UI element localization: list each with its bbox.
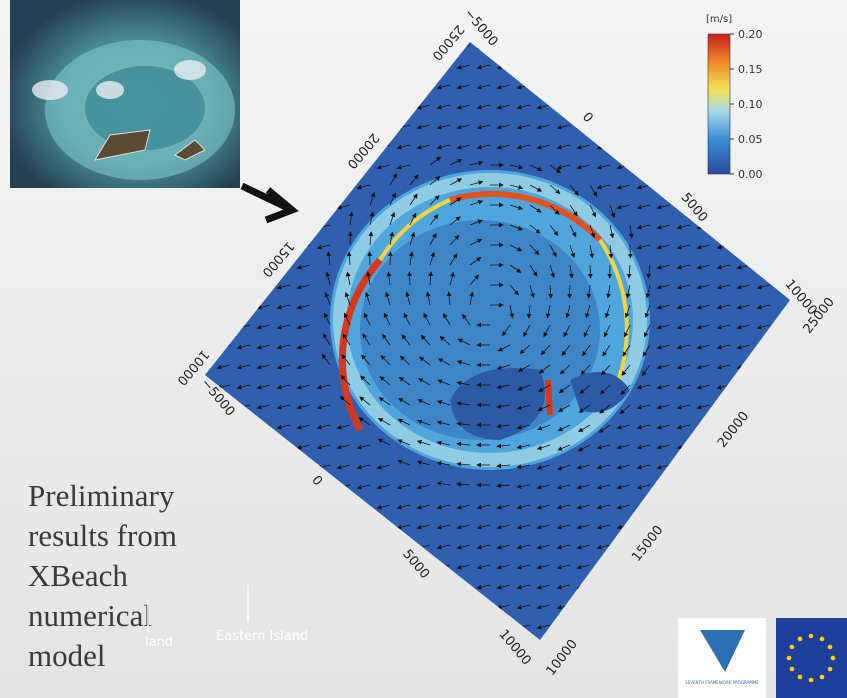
star bbox=[820, 637, 825, 642]
star bbox=[809, 678, 814, 683]
colorbar-tick-label: 0.10 bbox=[738, 98, 763, 111]
caption-line: numerical bbox=[28, 598, 152, 633]
star bbox=[828, 667, 833, 672]
colorbar-tick-label: 0.00 bbox=[738, 168, 763, 181]
logo-text: SEVENTH FRAMEWORK PROGRAMME bbox=[685, 680, 759, 685]
star bbox=[828, 645, 833, 650]
caption-line: Preliminary bbox=[28, 478, 175, 513]
eu-flag bbox=[776, 618, 847, 698]
colorbar-unit: [m/s] bbox=[706, 14, 732, 25]
arrow bbox=[590, 265, 591, 278]
star bbox=[798, 637, 803, 642]
colorbar-tick-label: 0.05 bbox=[738, 133, 763, 146]
colorbar-tick-label: 0.20 bbox=[738, 28, 763, 41]
star bbox=[798, 675, 803, 680]
star bbox=[809, 634, 814, 639]
caption-line: model bbox=[28, 638, 106, 673]
island-label: Eastern Island bbox=[216, 629, 308, 644]
star bbox=[790, 645, 795, 650]
star bbox=[831, 656, 836, 661]
star bbox=[787, 656, 792, 661]
colorbar-tick-label: 0.15 bbox=[738, 63, 763, 76]
caption-line: results from bbox=[28, 518, 177, 553]
island-label: land bbox=[145, 635, 173, 650]
star bbox=[820, 675, 825, 680]
arrow bbox=[390, 252, 391, 265]
caption-line: XBeach bbox=[28, 558, 128, 593]
slide: 10000150002000025000−50000500010000−5000… bbox=[0, 0, 847, 698]
star bbox=[790, 667, 795, 672]
fp7-logo: SEVENTH FRAMEWORK PROGRAMME bbox=[678, 618, 766, 698]
satellite-photo bbox=[10, 0, 240, 188]
